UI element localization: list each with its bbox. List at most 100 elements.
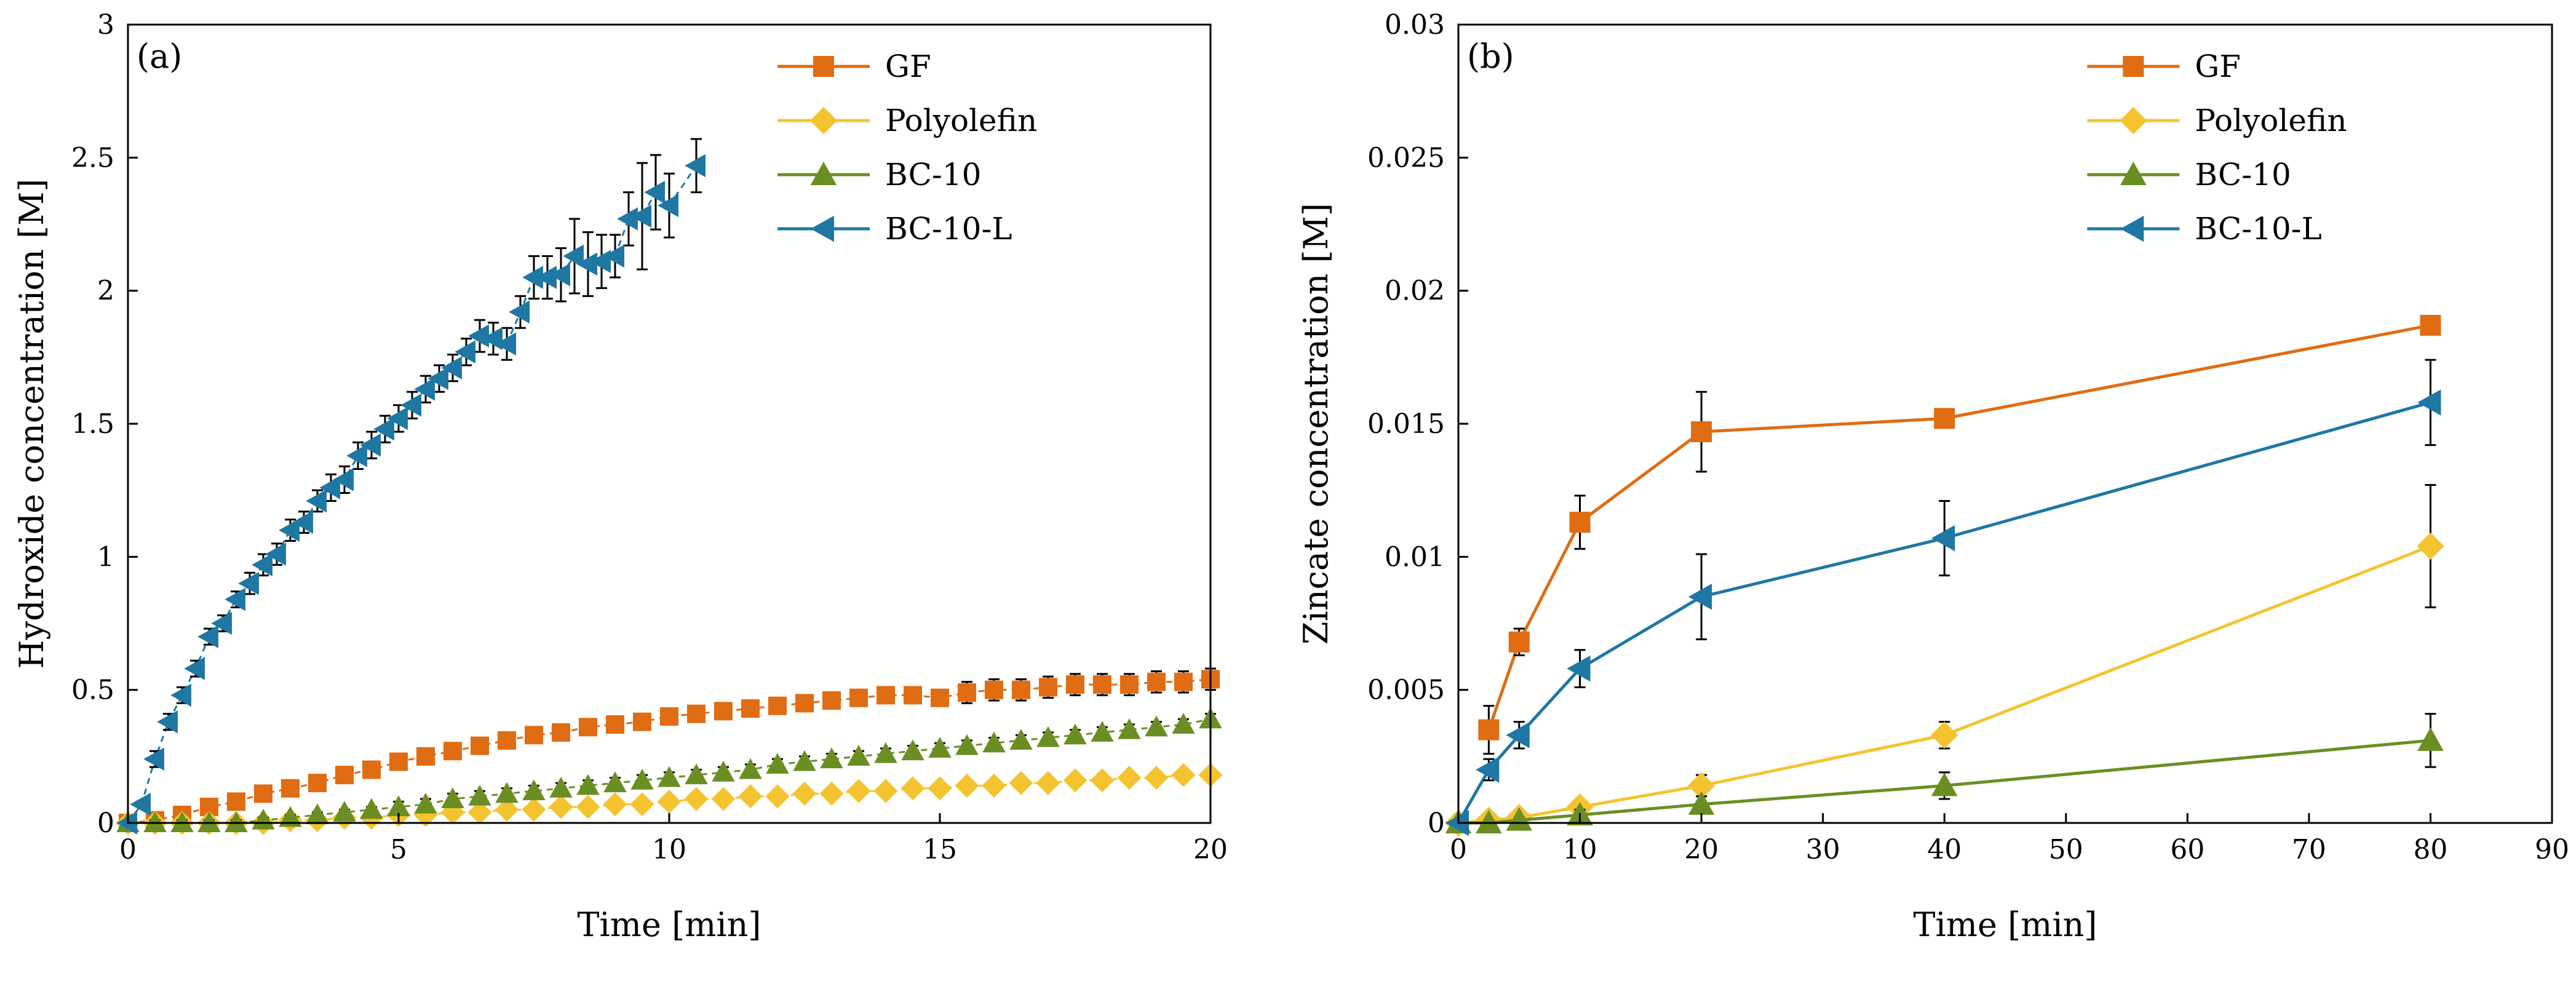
data-point [387,795,410,817]
y-tick-label: 0.025 [1367,142,1445,173]
data-point [360,433,381,457]
data-point [849,688,868,707]
legend-label: BC-10-L [2195,211,2322,247]
data-point [509,300,530,324]
data-point [1063,768,1087,793]
data-point [846,779,871,803]
legend-item: BC-10 [777,157,981,193]
data-point [1093,675,1111,694]
x-tick-label: 70 [2292,834,2326,865]
data-point [319,476,340,499]
y-tick-label: 1.5 [71,408,114,440]
legend-marker [2120,106,2147,135]
data-point [1931,721,1958,749]
data-point [685,154,706,178]
data-point [877,686,895,705]
data-point [184,657,205,680]
panel-b-zincate-chart: 0 10 20 30 40 50 60 70 80 90 0 0.005 0.01 0.015 0.02 0.… [1297,9,2569,944]
data-point [847,745,870,766]
data-point [1066,675,1084,694]
data-point [389,752,408,771]
x-tick-label: 50 [2049,834,2083,865]
data-point [1147,672,1166,691]
y-axis-label: Hydroxide concentration [M] [12,179,51,669]
data-point [467,800,492,825]
data-point [1090,768,1115,793]
data-point [525,726,543,745]
data-point [603,244,624,268]
data-point [333,468,354,491]
data-point [1036,726,1060,747]
data-point [116,811,137,835]
data-point [958,683,976,702]
data-point [170,683,191,707]
series-bc-10 [116,707,1222,832]
data-point [414,378,435,401]
legend-marker [813,56,834,77]
data-point [795,694,814,713]
legend-marker [2123,56,2144,77]
y-tick-label: 3 [97,9,114,41]
legend: GF Polyolefin BC-10 BC-10-L [777,49,1037,247]
y-tick-label: 0.015 [1367,408,1445,440]
data-point [714,702,733,721]
data-point [630,792,654,817]
data-point [617,207,638,231]
y-tick-label: 0 [97,808,114,839]
data-point [1144,765,1169,790]
legend-label: Polyolefin [885,103,1037,138]
data-point [765,784,790,809]
data-point [579,718,597,737]
x-axis-label: Time [min] [1913,905,2097,944]
data-point [143,811,167,832]
data-point [265,542,286,566]
legend-label: BC-10-L [885,211,1012,247]
data-point [793,750,816,771]
data-point [427,367,448,391]
x-tick-label: 40 [1927,834,1962,865]
data-point [441,787,464,809]
data-point [468,784,491,806]
data-point [563,244,584,268]
data-point [2417,389,2441,416]
data-point [225,587,245,611]
panel-label: (a) [137,37,182,76]
data-point [1063,723,1087,745]
data-point [227,792,245,811]
data-point [335,766,354,785]
data-point [1691,421,1712,442]
data-point [1931,525,1955,552]
data-point [549,263,570,287]
data-point [657,789,682,814]
data-point [443,742,462,761]
data-point [455,340,475,363]
legend-marker [2120,161,2147,185]
data-point [360,798,383,819]
data-point [603,771,627,793]
data-point [2417,532,2444,560]
data-point [1476,809,1502,833]
y-tick-label: 0.03 [1385,9,1445,41]
data-point [170,811,194,832]
data-point [306,489,327,513]
data-point [254,784,272,803]
data-point [766,753,789,774]
data-point [931,688,949,707]
legend-label: GF [885,49,931,84]
data-point [684,787,709,811]
legend-item: BC-10-L [777,211,1012,247]
data-point [1012,680,1030,699]
data-point [1476,757,1500,783]
data-point [441,356,462,379]
data-point [1567,655,1591,682]
data-point [197,625,218,648]
series-line [1487,324,2431,731]
data-point [904,686,922,705]
data-point [306,803,329,825]
plot-frame [1457,23,2553,824]
data-point [1174,672,1193,691]
data-point [1172,713,1195,734]
series-line [1457,400,2431,824]
data-point [1145,715,1168,737]
legend-marker [2120,215,2144,242]
